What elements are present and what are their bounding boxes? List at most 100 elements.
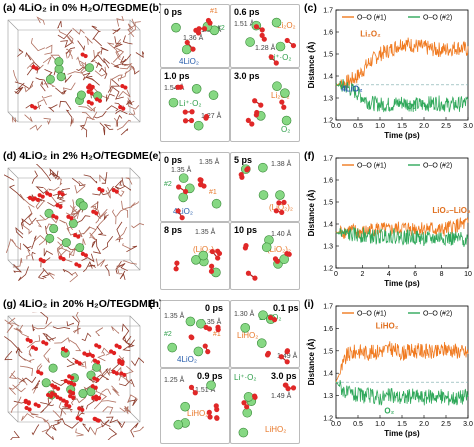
panel-f-label: (f) bbox=[304, 150, 315, 162]
x-tick-label: 10 bbox=[464, 271, 472, 278]
bond-label: #1 bbox=[213, 331, 221, 338]
o-atom bbox=[201, 26, 208, 32]
time-label: 10 ps bbox=[234, 225, 258, 235]
bond-label: 1.35 Å bbox=[171, 167, 192, 174]
o-atom bbox=[188, 334, 194, 340]
snapshot-h2: 0.1 ps 1.30 Å Li⁺·O₂ LiHO₂ 1.49 Å bbox=[230, 300, 300, 368]
bond-label: #2 bbox=[164, 331, 172, 338]
o-atom bbox=[244, 167, 250, 173]
li-atom bbox=[245, 37, 255, 47]
md-box-a bbox=[7, 16, 144, 138]
li-atom bbox=[196, 318, 206, 329]
y-axis-label: Distance (Å) bbox=[307, 41, 316, 88]
li-atom bbox=[261, 242, 272, 253]
molecule-snapshot bbox=[245, 81, 292, 127]
panel-e-label: (e) bbox=[149, 150, 162, 162]
y-tick-label: 1.7 bbox=[323, 304, 333, 311]
time-label: 0.1 ps bbox=[273, 303, 299, 313]
o-atom bbox=[214, 415, 220, 421]
y-tick-label: 1.7 bbox=[323, 8, 333, 15]
x-tick-label: 2 bbox=[360, 271, 364, 278]
time-label: 3.0 ps bbox=[234, 71, 260, 81]
simulation-box bbox=[7, 315, 141, 423]
o-atom bbox=[215, 255, 221, 261]
o-atom bbox=[253, 24, 259, 30]
li-atom bbox=[238, 427, 249, 438]
o-atom bbox=[242, 245, 248, 251]
li-atom bbox=[271, 17, 282, 28]
snapshot-e1: 0 ps 1.35 Å 1.35 Å #2 #1 4LiO₂ bbox=[160, 152, 230, 222]
y-tick-label: 1.6 bbox=[323, 30, 333, 37]
chart-annotation: O₂ bbox=[406, 102, 416, 111]
x-tick-label: 6 bbox=[413, 271, 417, 278]
o-atom bbox=[206, 409, 212, 415]
snapshot-b4: 3.0 ps Li₂O₂ O₂ bbox=[230, 68, 300, 142]
o-atom bbox=[284, 359, 290, 365]
li-atom bbox=[178, 173, 189, 183]
legend-label: O–O (#2) bbox=[423, 15, 452, 22]
x-tick-label: 0.0 bbox=[331, 123, 341, 130]
panel-g-label: (g) 4LiO₂ in 20% H₂O/TEGDME bbox=[3, 298, 155, 310]
y-axis-label: Distance (Å) bbox=[307, 189, 316, 236]
o-atom bbox=[264, 352, 271, 358]
o-atom bbox=[276, 200, 282, 206]
bond-label: #1 bbox=[209, 189, 217, 196]
bond-label: 1.51 Å bbox=[234, 21, 255, 28]
o-atom bbox=[197, 182, 204, 188]
time-label: 8 ps bbox=[164, 225, 183, 235]
bond-label: 1.38 Å bbox=[271, 161, 292, 168]
y-axis-label: Distance (Å) bbox=[307, 338, 316, 385]
li-atom bbox=[281, 115, 292, 126]
li-atom bbox=[275, 41, 286, 52]
o-atom bbox=[239, 174, 245, 180]
panel-d-label: (d) 4LiO₂ in 2% H₂O/TEGDME bbox=[3, 150, 149, 162]
o-atom bbox=[209, 263, 215, 269]
bond-label: #2 bbox=[164, 181, 172, 188]
species-label: 4LiO₂ bbox=[179, 57, 200, 66]
li-atom bbox=[180, 401, 190, 412]
li-atom bbox=[191, 255, 201, 265]
chart-annotation: LiO₂–LiO₂ bbox=[432, 206, 471, 215]
molecule-snapshot bbox=[238, 382, 297, 438]
species-label: (LiO₂)₂ bbox=[267, 245, 291, 254]
series-line-1 bbox=[335, 37, 469, 91]
o-atom bbox=[290, 42, 297, 49]
bond-label: 1.49 Å bbox=[271, 393, 292, 400]
species-label: LiHO₂ bbox=[237, 331, 259, 340]
li-atom bbox=[168, 97, 179, 108]
species-label: Li⁺·O₂ bbox=[269, 53, 292, 62]
y-tick-label: 1.3 bbox=[323, 96, 333, 103]
panel-h-label: (h) bbox=[149, 298, 163, 310]
species-label: Li⁺·O₂ bbox=[179, 99, 202, 108]
y-tick-label: 1.5 bbox=[323, 348, 333, 355]
o-atom bbox=[178, 84, 184, 90]
o-atom bbox=[261, 36, 267, 42]
time-label: 1.0 ps bbox=[164, 71, 190, 81]
y-tick-label: 1.2 bbox=[323, 416, 333, 423]
li-atom bbox=[198, 250, 209, 261]
series-line-1 bbox=[335, 341, 469, 383]
o-atom bbox=[215, 327, 221, 333]
panel-i-label: (i) bbox=[304, 298, 314, 310]
li-atom bbox=[279, 254, 289, 265]
o-atom bbox=[182, 118, 189, 124]
li-atom bbox=[193, 120, 204, 131]
li-atom bbox=[178, 192, 189, 203]
o-atom bbox=[290, 385, 297, 391]
o-atom bbox=[214, 406, 220, 413]
li-atom bbox=[171, 22, 181, 33]
y-tick-label: 1.2 bbox=[323, 266, 333, 273]
bond-label: 1.25 Å bbox=[164, 377, 185, 384]
li-atom bbox=[258, 162, 268, 173]
y-tick-label: 1.3 bbox=[323, 393, 333, 400]
o-atom bbox=[203, 115, 209, 121]
y-tick-label: 1.6 bbox=[323, 326, 333, 333]
o-atom bbox=[252, 275, 258, 281]
chart-annotation: Li₂O₂ bbox=[360, 29, 381, 38]
li-atom bbox=[191, 83, 202, 94]
o-atom bbox=[278, 354, 284, 360]
x-tick-label: 0.5 bbox=[353, 421, 363, 428]
time-label: 0 ps bbox=[164, 155, 183, 165]
o-atom bbox=[205, 349, 211, 355]
li-atom bbox=[185, 316, 196, 327]
